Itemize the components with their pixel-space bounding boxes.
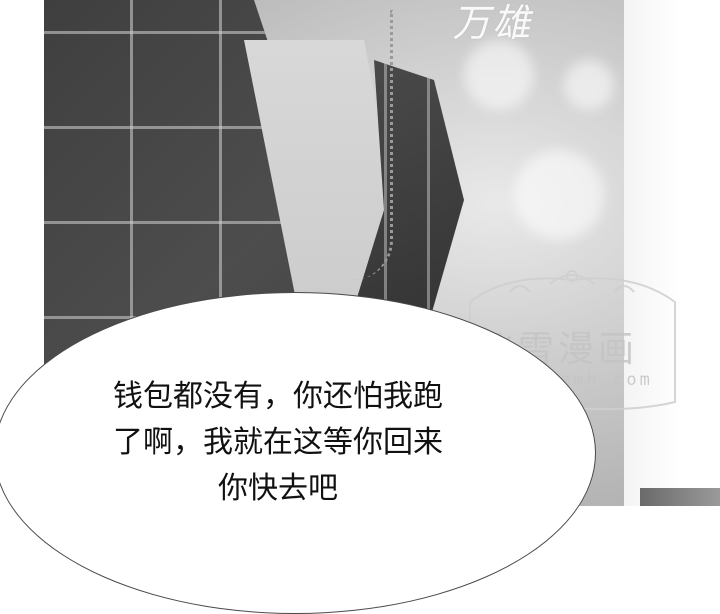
next-panel-edge (640, 488, 720, 506)
speech-text: 钱包都没有，你还怕我跑 了啊，我就在这等你回来 你快去吧 (38, 374, 518, 512)
bokeh-light (514, 150, 604, 240)
speech-line: 钱包都没有，你还怕我跑 (113, 379, 443, 414)
artist-signature: 万雄 (450, 1, 540, 45)
bokeh-light (564, 60, 614, 110)
speech-line: 你快去吧 (218, 471, 338, 506)
necklace-chain (336, 10, 393, 280)
speech-line: 了啊，我就在这等你回来 (113, 425, 443, 460)
page-margin (624, 0, 720, 506)
watermark-frame-icon (469, 270, 676, 411)
bokeh-light (464, 40, 534, 110)
